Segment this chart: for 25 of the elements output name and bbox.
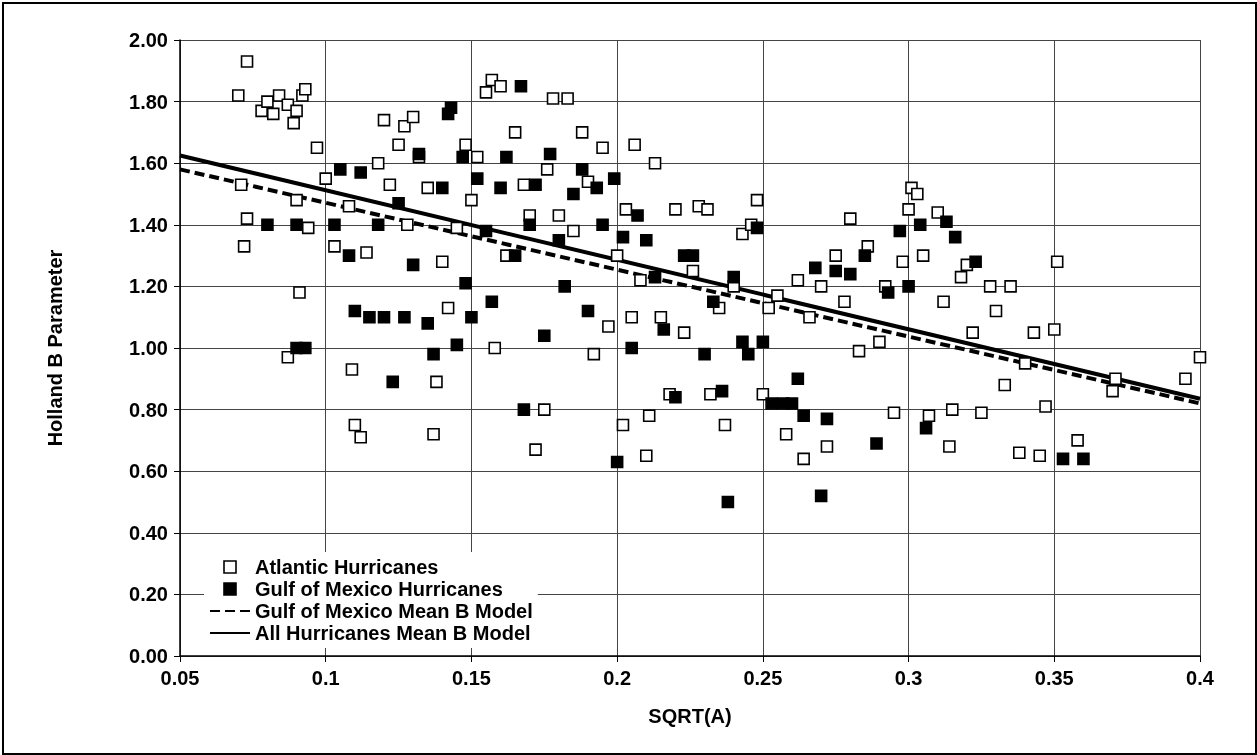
x-tick-label: 0.05 bbox=[160, 667, 200, 689]
y-tick-label: 1.40 bbox=[129, 213, 168, 236]
x-tick-label: 0.35 bbox=[1034, 667, 1074, 689]
x-axis-title: SQRT(A) bbox=[648, 705, 732, 727]
y-tick-label: 0.80 bbox=[129, 398, 168, 421]
y-tick-label: 2.00 bbox=[129, 29, 168, 51]
y-tick-label: 0.40 bbox=[129, 521, 168, 544]
x-tick-label: 0.1 bbox=[311, 667, 340, 689]
legend-label: Gulf of Mexico Hurricanes bbox=[255, 578, 503, 600]
y-tick-label: 1.00 bbox=[129, 337, 168, 359]
y-tick-label: 0.60 bbox=[129, 460, 168, 483]
legend-label: Gulf of Mexico Mean B Model bbox=[255, 600, 533, 622]
y-tick-label: 0.00 bbox=[129, 645, 168, 667]
x-tick-label: 0.25 bbox=[743, 667, 783, 689]
y-tick-label: 0.20 bbox=[129, 583, 168, 606]
x-tick-label: 0.2 bbox=[603, 667, 632, 689]
y-tick-label: 1.80 bbox=[129, 90, 168, 113]
x-tick-label: 0.4 bbox=[1186, 667, 1215, 689]
y-axis-title: Holland B Parameter bbox=[44, 249, 66, 447]
legend-label: Atlantic Hurricanes bbox=[255, 556, 439, 578]
y-tick-label: 1.20 bbox=[129, 275, 168, 298]
y-tick-label: 1.60 bbox=[129, 152, 168, 175]
x-tick-label: 0.15 bbox=[451, 667, 491, 689]
legend-label: All Hurricanes Mean B Model bbox=[255, 622, 531, 644]
x-tick-label: 0.3 bbox=[894, 667, 923, 689]
